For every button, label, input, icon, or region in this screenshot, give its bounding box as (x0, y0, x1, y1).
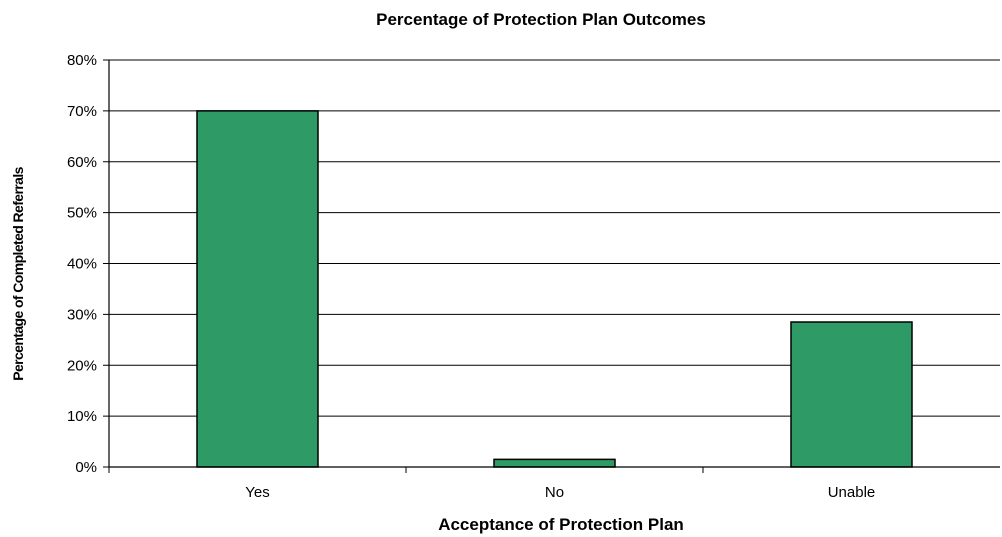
bar-unable (790, 321, 913, 468)
x-tick-label: Yes (245, 484, 269, 501)
y-tick-label: 10% (67, 408, 97, 425)
y-tick-label: 40% (67, 256, 97, 273)
y-tick-label: 60% (67, 154, 97, 171)
bar-no (493, 458, 616, 468)
x-axis-title: Acceptance of Protection Plan (438, 515, 684, 534)
y-axis-title: Percentage of Completed Referrals (10, 166, 26, 380)
x-tick-label: No (545, 484, 564, 501)
chart-title: Percentage of Protection Plan Outcomes (376, 10, 706, 29)
bars (196, 110, 913, 468)
x-tick-labels: Yes No Unable (108, 467, 876, 501)
y-tick-label: 0% (75, 459, 97, 476)
y-tick-label: 20% (67, 357, 97, 374)
y-tick-label: 80% (67, 52, 97, 69)
y-tick-label: 30% (67, 306, 97, 323)
y-tick-label: 50% (67, 205, 97, 222)
y-tick-labels: 0% 10% 20% 30% 40% 50% 60% 70% 80% (67, 52, 109, 476)
x-tick-label: Unable (828, 484, 876, 501)
bar-yes (196, 110, 319, 468)
y-tick-label: 70% (67, 103, 97, 120)
